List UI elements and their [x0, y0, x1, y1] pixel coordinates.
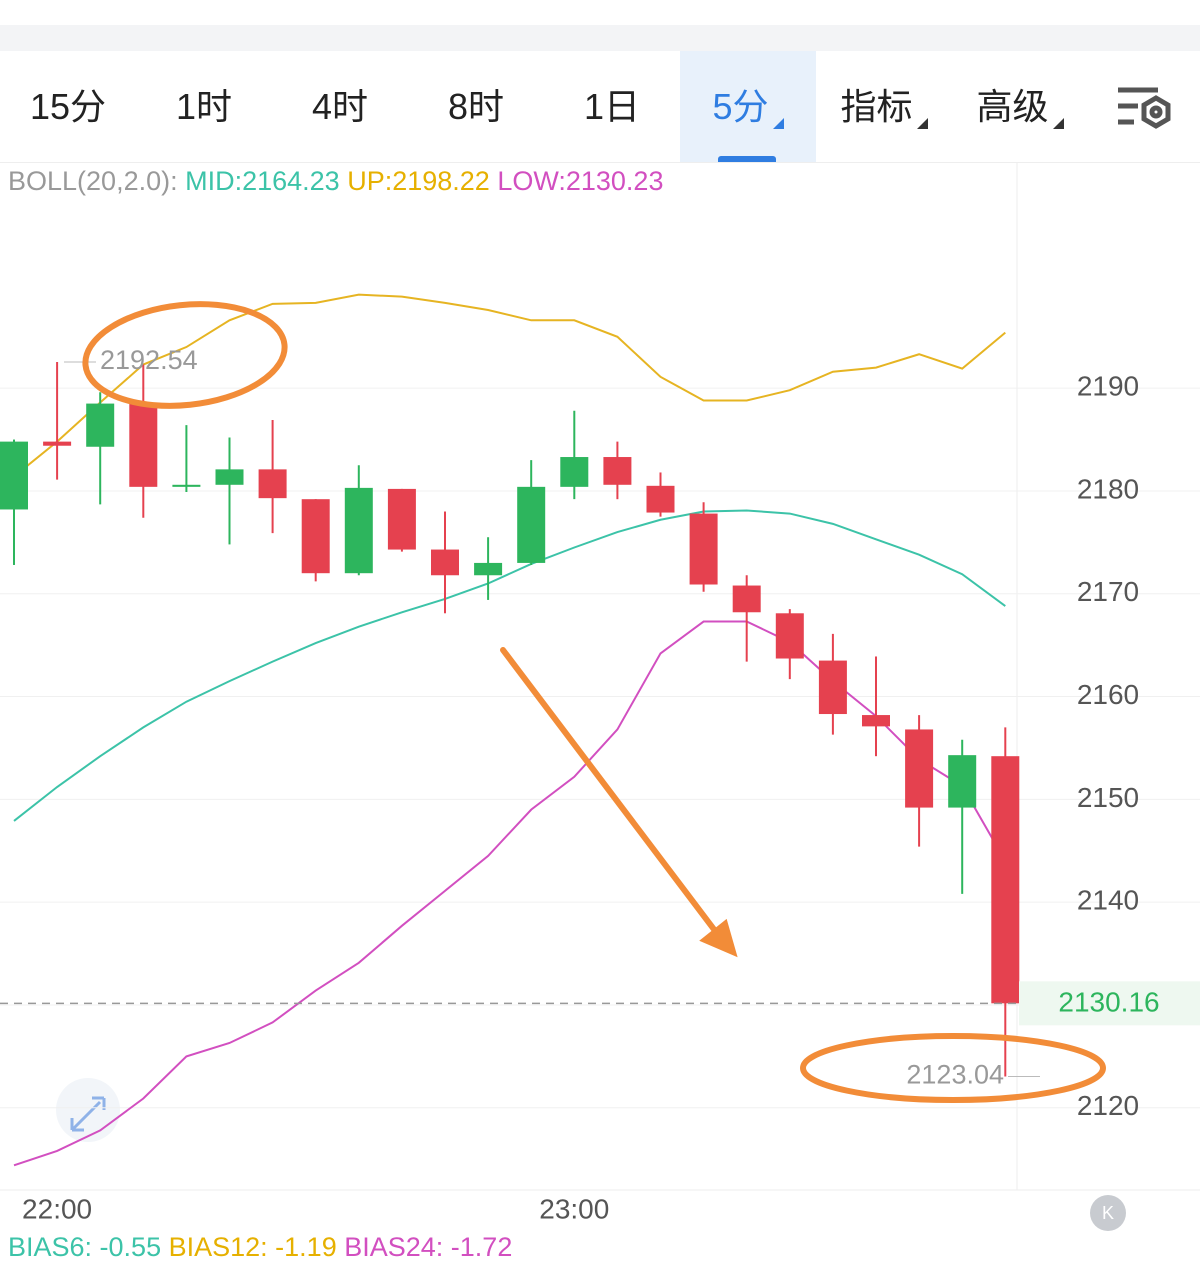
status-strip: [0, 25, 1200, 51]
tab[interactable]: 4时: [272, 51, 408, 162]
candle-body: [431, 549, 459, 576]
candle-body: [560, 457, 589, 487]
dropdown-arrow: [772, 118, 784, 129]
tab[interactable]: 指标: [816, 51, 952, 162]
up-value: UP:2198.22: [347, 166, 490, 196]
settings-icon[interactable]: [1118, 87, 1171, 129]
candle-body: [517, 486, 546, 563]
candle-body: [646, 485, 675, 513]
candle-body: [948, 755, 977, 808]
candle-body: [215, 469, 244, 485]
candle-body: [775, 613, 804, 659]
candle-body: [991, 756, 1020, 1004]
candle-body: [86, 403, 115, 447]
x-tick-label: 22:00: [22, 1193, 92, 1224]
last-price-label: 2130.16: [1058, 987, 1159, 1018]
annotations: [82, 301, 1106, 1103]
band-line: [13, 509, 1006, 822]
y-tick-label: 2170: [1077, 576, 1139, 607]
tab[interactable]: 5分: [680, 51, 816, 162]
x-tick-label: 23:00: [539, 1193, 609, 1224]
bias12: BIAS12: -1.19: [168, 1232, 337, 1262]
tab[interactable]: 15分: [0, 51, 136, 162]
indicator-name: BOLL(20,2.0):: [8, 166, 178, 196]
tab[interactable]: 8时: [408, 51, 544, 162]
candle-body: [732, 585, 761, 613]
candle-body: [905, 729, 934, 808]
candle-body: [301, 499, 330, 574]
dropdown-arrow: [1052, 118, 1064, 129]
y-tick-label: 2140: [1077, 885, 1139, 916]
back-icon[interactable]: K: [1090, 1195, 1126, 1231]
candle-body: [689, 513, 718, 585]
tab-label: 15分: [29, 86, 107, 127]
candle-body: [344, 487, 373, 574]
tab[interactable]: 1时: [136, 51, 272, 162]
low-value: LOW:2130.23: [497, 166, 664, 196]
tab-label: 1时: [175, 86, 233, 127]
band-line: [13, 620, 1007, 1167]
candle-body: [603, 457, 632, 485]
candle-body: [474, 562, 503, 576]
y-tick-label: 2190: [1077, 371, 1139, 402]
candle-body: [129, 403, 158, 487]
bias6: BIAS6: -0.55: [8, 1232, 162, 1262]
tab-label: 高级: [976, 86, 1049, 127]
y-tick-label: 2180: [1077, 473, 1139, 504]
y-tick-label: 2150: [1077, 782, 1139, 813]
dropdown-arrow: [916, 118, 928, 129]
tab-label: 5分: [712, 86, 769, 127]
y-tick-label: 2120: [1077, 1090, 1139, 1121]
band-line: [13, 293, 1006, 478]
candle-body: [818, 660, 847, 715]
tab-label: 1日: [583, 86, 641, 127]
candle-body: [862, 715, 890, 727]
max-marker-label: 2192.54: [100, 345, 198, 375]
tab-label: 指标: [840, 86, 913, 127]
svg-text:K: K: [1102, 1203, 1114, 1223]
bias24: BIAS24: -1.72: [344, 1232, 513, 1262]
candle-body: [387, 488, 416, 550]
min-marker-label: 2123.04: [906, 1060, 1004, 1090]
candle-body: [258, 469, 287, 499]
candle-body: [172, 484, 201, 487]
tab[interactable]: 1日: [544, 51, 680, 162]
candle-body: [0, 441, 28, 510]
y-tick-label: 2160: [1077, 679, 1139, 710]
candle-body: [43, 441, 72, 446]
tab-label: 8时: [447, 86, 505, 127]
tab-label: 4时: [311, 86, 369, 127]
tab-bar: 15分 1时 4时 8时 1日 5分 指标 高级: [0, 51, 1200, 163]
last-price-box: [1019, 981, 1200, 1026]
tab[interactable]: 高级: [952, 51, 1088, 162]
expand-icon[interactable]: [56, 1078, 120, 1142]
mid-value: MID:2164.23: [185, 166, 340, 196]
bias-row: BIAS6: -0.55 BIAS12: -1.19 BIAS24: -1.72: [8, 1232, 512, 1263]
indicator-header: BOLL(20,2.0): MID:2164.23 UP:2198.22 LOW…: [8, 166, 663, 197]
